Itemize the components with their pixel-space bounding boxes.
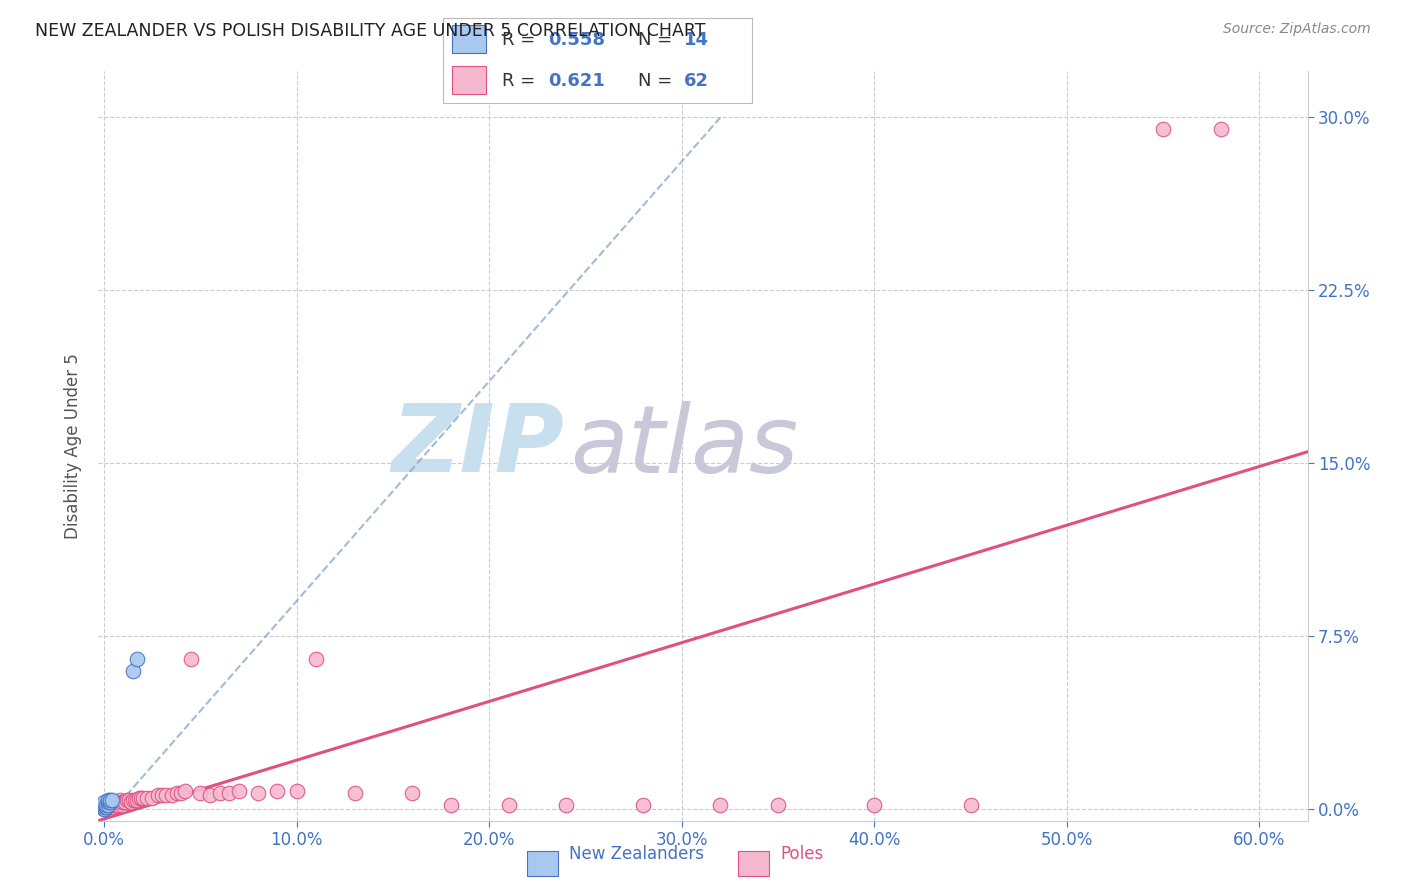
Point — [1152, 122, 1174, 136]
Point — [93, 797, 115, 812]
Point — [122, 793, 145, 807]
Text: Source: ZipAtlas.com: Source: ZipAtlas.com — [1223, 22, 1371, 37]
Point — [266, 783, 288, 797]
Point — [103, 795, 125, 809]
Point — [114, 795, 136, 809]
Point — [94, 797, 117, 812]
Point — [343, 786, 366, 800]
Point — [228, 783, 250, 797]
Point — [110, 797, 132, 812]
Point — [98, 793, 121, 807]
Point — [104, 795, 127, 809]
Y-axis label: Disability Age Under 5: Disability Age Under 5 — [63, 353, 82, 539]
Point — [101, 799, 124, 814]
Point — [107, 797, 129, 812]
Point — [97, 793, 120, 807]
Point — [128, 790, 150, 805]
Point — [218, 786, 240, 800]
Point — [93, 802, 115, 816]
Text: N =: N = — [638, 71, 678, 89]
Point — [107, 795, 129, 809]
Point — [709, 797, 731, 812]
Point — [247, 786, 270, 800]
Point — [94, 797, 117, 812]
Text: New Zealanders: New Zealanders — [569, 846, 704, 863]
Text: 62: 62 — [685, 71, 709, 89]
Point — [125, 652, 148, 666]
Point — [98, 795, 121, 809]
Text: R =: R = — [502, 71, 541, 89]
Point — [766, 797, 789, 812]
Point — [129, 790, 152, 805]
Point — [305, 652, 328, 666]
Point — [97, 795, 120, 809]
Point — [155, 789, 177, 803]
Point — [108, 793, 131, 807]
Text: Poles: Poles — [780, 846, 824, 863]
Point — [285, 783, 308, 797]
Point — [633, 797, 655, 812]
Point — [98, 795, 121, 809]
Point — [108, 795, 131, 809]
Point — [94, 799, 117, 814]
Point — [110, 795, 132, 809]
Point — [93, 799, 115, 814]
Point — [97, 797, 120, 812]
Point — [555, 797, 578, 812]
Point — [93, 795, 115, 809]
Text: atlas: atlas — [569, 401, 799, 491]
Text: NEW ZEALANDER VS POLISH DISABILITY AGE UNDER 5 CORRELATION CHART: NEW ZEALANDER VS POLISH DISABILITY AGE U… — [35, 22, 706, 40]
Point — [135, 790, 157, 805]
Point — [440, 797, 463, 812]
Point — [198, 789, 221, 803]
Point — [170, 786, 193, 800]
Text: N =: N = — [638, 31, 678, 49]
Point — [498, 797, 520, 812]
Text: 0.621: 0.621 — [548, 71, 605, 89]
Point — [160, 789, 183, 803]
Point — [131, 790, 153, 805]
Point — [97, 799, 120, 814]
Point — [103, 797, 125, 812]
Point — [101, 797, 124, 812]
Point — [98, 797, 121, 812]
Point — [112, 795, 135, 809]
Point — [124, 793, 146, 807]
Text: 14: 14 — [685, 31, 709, 49]
Point — [146, 789, 169, 803]
Text: ZIP: ZIP — [391, 400, 564, 492]
Point — [190, 786, 212, 800]
Text: 0.558: 0.558 — [548, 31, 605, 49]
Point — [120, 795, 142, 809]
Point — [117, 793, 139, 807]
Point — [180, 652, 202, 666]
Point — [101, 793, 124, 807]
Point — [166, 786, 188, 800]
Point — [150, 789, 173, 803]
Point — [141, 790, 163, 805]
Point — [863, 797, 886, 812]
Point — [208, 786, 231, 800]
Point — [97, 797, 120, 812]
Point — [118, 793, 141, 807]
Point — [125, 793, 148, 807]
Point — [1209, 122, 1232, 136]
FancyBboxPatch shape — [453, 66, 486, 95]
Point — [104, 797, 127, 812]
Point — [174, 783, 197, 797]
Text: R =: R = — [502, 31, 541, 49]
FancyBboxPatch shape — [453, 26, 486, 54]
Point — [93, 802, 115, 816]
Point — [959, 797, 981, 812]
Point — [94, 799, 117, 814]
Point — [93, 799, 115, 814]
Point — [122, 664, 145, 678]
Point — [401, 786, 423, 800]
